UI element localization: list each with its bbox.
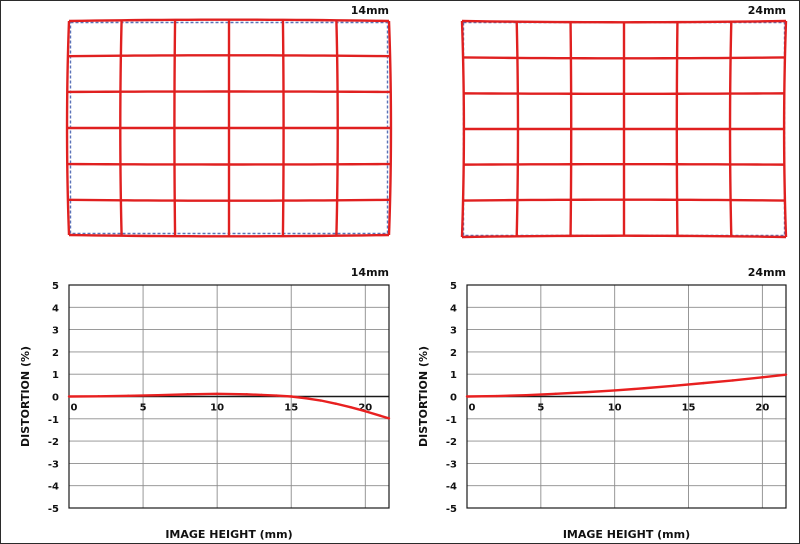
data-point <box>260 393 263 397</box>
data-point <box>613 389 616 392</box>
y-tick-label: -5 <box>48 504 59 515</box>
data-point <box>245 393 248 396</box>
data-point <box>290 395 293 398</box>
data-point <box>583 391 587 394</box>
y-tick-label: -4 <box>446 482 457 493</box>
grid-horizontal-line <box>68 18 390 23</box>
distortion-grid-1 <box>460 19 788 239</box>
data-point <box>156 393 160 397</box>
x-tick-label: 20 <box>358 403 372 414</box>
data-point <box>702 381 705 385</box>
data-point <box>378 414 382 417</box>
data-point <box>784 373 788 376</box>
data-point <box>127 394 130 398</box>
x-tick-label: 10 <box>210 403 224 414</box>
y-tick-label: -3 <box>446 459 457 470</box>
data-point <box>387 417 391 420</box>
data-point <box>524 393 528 397</box>
grid-horizontal-line <box>68 233 390 238</box>
data-point <box>672 384 675 387</box>
data-point <box>215 392 219 396</box>
y-tick-label: 3 <box>450 326 457 337</box>
y-tick-label: -3 <box>48 459 59 470</box>
grid-horizontal-line <box>463 198 785 202</box>
y-tick-label: 4 <box>450 303 457 314</box>
grid-horizontal-line <box>461 234 787 239</box>
y-tick-label: -4 <box>48 482 59 493</box>
x-tick-label: 0 <box>71 403 78 414</box>
x-tick-label: 5 <box>537 403 544 414</box>
data-point <box>465 395 469 398</box>
data-point <box>97 395 100 398</box>
grid-horizontal-line <box>67 54 391 58</box>
grid-horizontal-line <box>67 198 391 202</box>
y-tick-label: 3 <box>52 326 59 337</box>
distortion-curve <box>466 373 787 398</box>
data-point <box>319 399 323 402</box>
grid-horizontal-line <box>461 19 787 24</box>
y-tick-label: -1 <box>48 415 59 426</box>
chart-title: 24mm <box>748 266 786 279</box>
grid-vertical-line <box>460 20 466 238</box>
y-tick-label: 0 <box>450 393 457 404</box>
data-point <box>554 392 557 396</box>
x-tick-label: 15 <box>682 403 696 414</box>
data-point <box>186 393 189 396</box>
x-axis-label: IMAGE HEIGHT (mm) <box>165 528 292 541</box>
y-tick-label: 0 <box>52 393 59 404</box>
data-point <box>304 397 308 400</box>
y-tick-label: 1 <box>450 370 457 381</box>
grid-title: 14mm <box>351 4 389 17</box>
x-tick-label: 5 <box>140 403 147 414</box>
distortion-curve <box>68 392 390 420</box>
data-point <box>495 394 498 398</box>
data-point <box>275 394 278 397</box>
data-point <box>643 387 646 390</box>
y-tick-label: -2 <box>48 437 59 448</box>
grid-vertical-line <box>782 20 788 238</box>
y-tick-label: -1 <box>446 415 457 426</box>
x-axis-label: IMAGE HEIGHT (mm) <box>563 528 690 541</box>
data-point <box>334 402 337 405</box>
x-tick-label: 20 <box>755 403 769 414</box>
y-axis-label: DISTORTION (%) <box>19 346 32 447</box>
data-point <box>761 376 764 379</box>
x-tick-label: 0 <box>469 403 476 414</box>
y-tick-label: 4 <box>52 303 59 314</box>
y-tick-label: 5 <box>52 281 59 292</box>
y-tick-label: 1 <box>52 370 59 381</box>
y-tick-label: 2 <box>450 348 457 359</box>
chart-title: 14mm <box>351 266 389 279</box>
data-point <box>67 395 71 398</box>
grid-horizontal-line <box>463 56 785 60</box>
data-point <box>349 406 352 409</box>
y-tick-label: 2 <box>52 348 59 359</box>
y-tick-label: 5 <box>450 281 457 292</box>
data-point <box>731 379 735 382</box>
grid-title: 24mm <box>748 4 786 17</box>
y-axis-label: DISTORTION (%) <box>417 346 430 447</box>
y-tick-label: -2 <box>446 437 457 448</box>
distortion-grid-0 <box>65 18 393 238</box>
x-tick-label: 15 <box>284 403 298 414</box>
data-point <box>364 410 367 413</box>
x-tick-label: 10 <box>608 403 622 414</box>
y-tick-label: -5 <box>446 504 457 515</box>
